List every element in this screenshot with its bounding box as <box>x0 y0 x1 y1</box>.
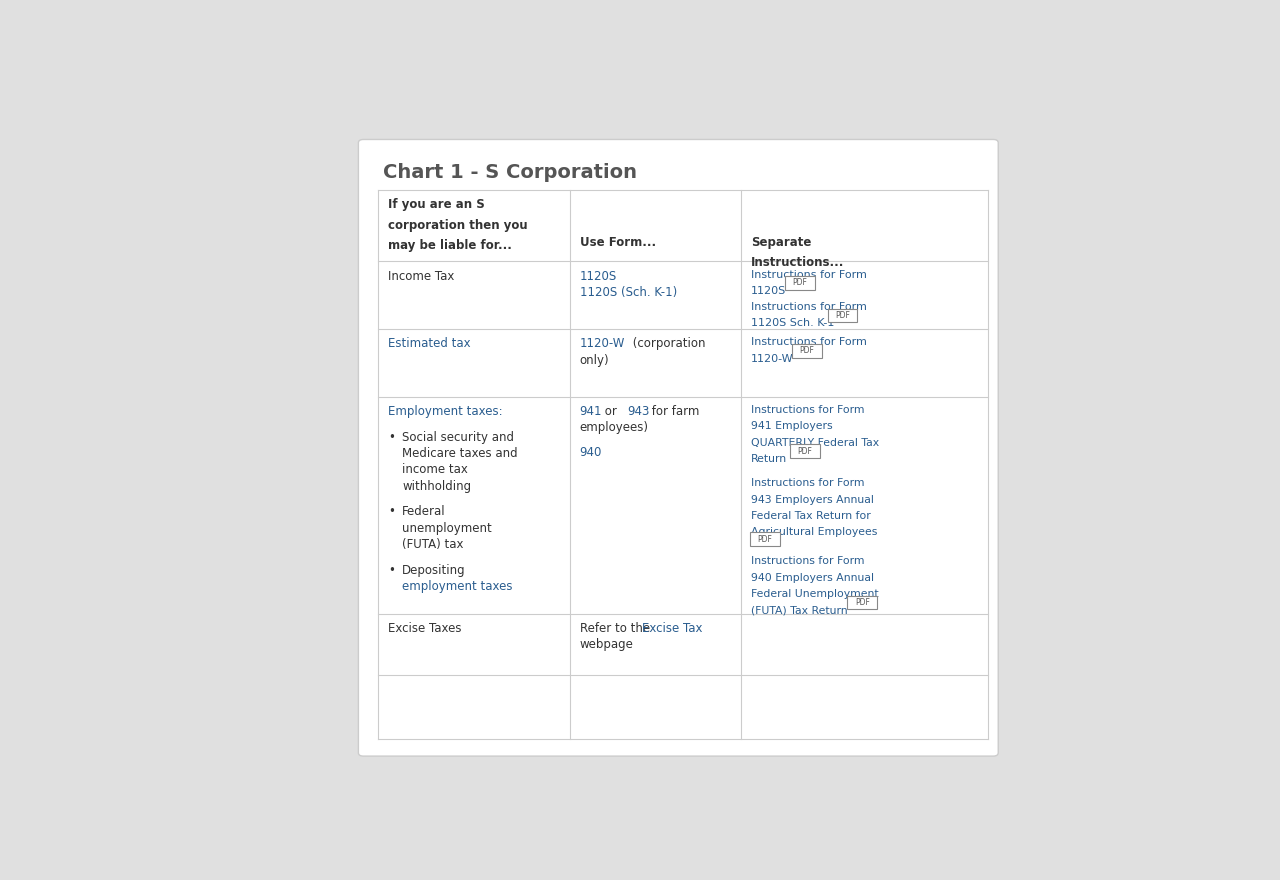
Text: 1120S Sch. K-1: 1120S Sch. K-1 <box>751 319 835 328</box>
Text: PDF: PDF <box>799 346 814 356</box>
Text: Federal Unemployment: Federal Unemployment <box>751 589 879 599</box>
Text: Agricultural Employees: Agricultural Employees <box>751 527 878 537</box>
Text: •: • <box>388 431 396 444</box>
Text: 1120-W: 1120-W <box>580 337 625 350</box>
Text: Social security and: Social security and <box>402 431 515 444</box>
Text: Instructions for Form: Instructions for Form <box>751 478 865 488</box>
Text: Instructions for Form: Instructions for Form <box>751 337 867 348</box>
FancyBboxPatch shape <box>750 532 780 546</box>
Text: PDF: PDF <box>835 311 850 320</box>
Text: Employment taxes:: Employment taxes: <box>388 405 503 418</box>
Text: Excise Taxes: Excise Taxes <box>388 622 462 635</box>
Text: •: • <box>388 564 396 576</box>
Text: webpage: webpage <box>580 638 634 651</box>
Text: Instructions for Form: Instructions for Form <box>751 405 865 415</box>
Text: If you are an S: If you are an S <box>388 198 485 211</box>
Text: unemployment: unemployment <box>402 522 492 535</box>
Text: Use Form...: Use Form... <box>580 236 655 249</box>
Text: Federal Tax Return for: Federal Tax Return for <box>751 510 870 521</box>
Text: 940: 940 <box>580 446 602 458</box>
Text: QUARTERLY Federal Tax: QUARTERLY Federal Tax <box>751 437 879 448</box>
Text: Chart 1 - S Corporation: Chart 1 - S Corporation <box>383 163 637 182</box>
Text: income tax: income tax <box>402 464 468 476</box>
Text: 941: 941 <box>580 405 602 418</box>
Text: (corporation: (corporation <box>630 337 705 350</box>
Text: •: • <box>388 505 396 518</box>
FancyBboxPatch shape <box>358 139 998 756</box>
Text: employees): employees) <box>580 422 649 435</box>
Text: Depositing: Depositing <box>402 564 466 576</box>
Text: 940 Employers Annual: 940 Employers Annual <box>751 573 874 583</box>
Text: PDF: PDF <box>797 446 813 456</box>
Text: Return: Return <box>751 454 787 464</box>
Text: Separate: Separate <box>751 236 812 249</box>
Text: may be liable for...: may be liable for... <box>388 239 512 252</box>
Text: only): only) <box>580 354 609 367</box>
FancyBboxPatch shape <box>792 344 822 357</box>
FancyBboxPatch shape <box>790 444 819 458</box>
Text: Medicare taxes and: Medicare taxes and <box>402 447 517 460</box>
Text: (FUTA) tax: (FUTA) tax <box>402 538 463 551</box>
Text: Instructions for Form: Instructions for Form <box>751 302 867 312</box>
Text: withholding: withholding <box>402 480 471 493</box>
Text: 1120S (Sch. K-1): 1120S (Sch. K-1) <box>580 286 677 299</box>
Text: for farm: for farm <box>648 405 699 418</box>
Text: PDF: PDF <box>855 598 870 607</box>
Text: 1120S: 1120S <box>751 286 786 296</box>
Text: Federal: Federal <box>402 505 445 518</box>
Text: PDF: PDF <box>792 278 808 288</box>
Text: Refer to the: Refer to the <box>580 622 654 635</box>
Text: Excise Tax: Excise Tax <box>643 622 703 635</box>
Text: 943 Employers Annual: 943 Employers Annual <box>751 495 874 504</box>
Text: 1120S: 1120S <box>580 269 617 282</box>
Text: 941 Employers: 941 Employers <box>751 422 833 431</box>
FancyBboxPatch shape <box>828 309 858 322</box>
Text: PDF: PDF <box>758 535 773 544</box>
Text: Instructions for Form: Instructions for Form <box>751 556 865 567</box>
FancyBboxPatch shape <box>847 596 877 609</box>
Text: Instructions for Form: Instructions for Form <box>751 269 867 280</box>
Text: 943: 943 <box>627 405 650 418</box>
Text: (FUTA) Tax Return: (FUTA) Tax Return <box>751 605 847 615</box>
FancyBboxPatch shape <box>785 276 815 290</box>
Text: employment taxes: employment taxes <box>402 580 512 593</box>
Text: corporation then you: corporation then you <box>388 219 527 231</box>
Text: 1120-W: 1120-W <box>751 354 794 363</box>
Text: Instructions...: Instructions... <box>751 256 845 269</box>
Text: Estimated tax: Estimated tax <box>388 337 471 350</box>
Text: or: or <box>602 405 621 418</box>
Text: Income Tax: Income Tax <box>388 269 454 282</box>
